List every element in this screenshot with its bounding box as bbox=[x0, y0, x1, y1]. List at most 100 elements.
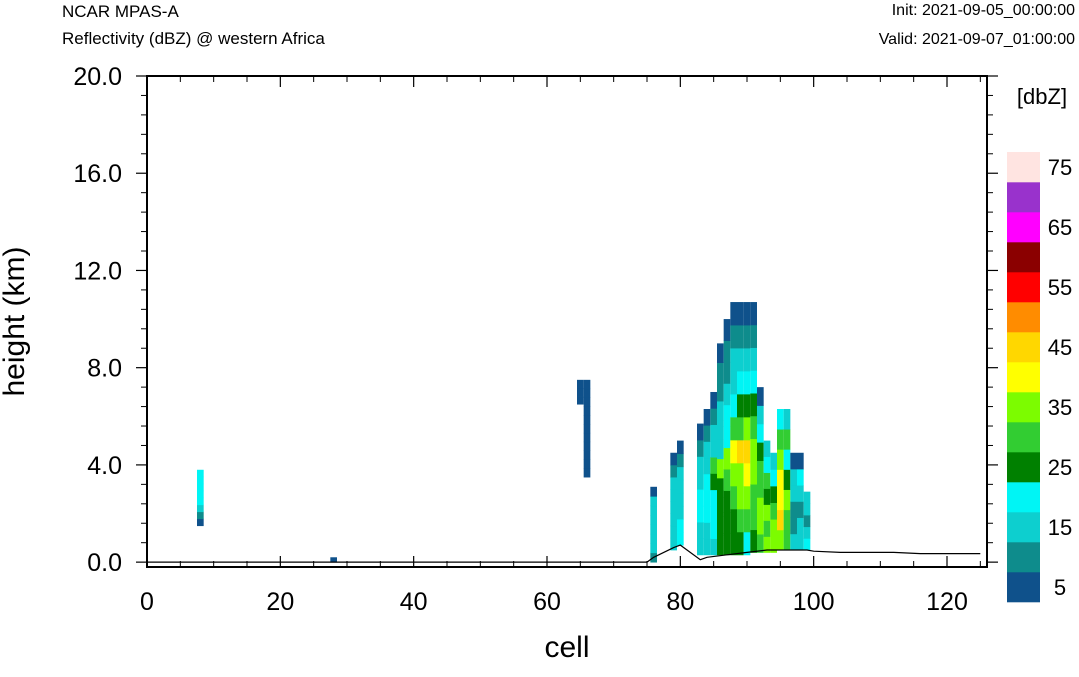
y-tick-label: 8.0 bbox=[87, 355, 122, 383]
reflectivity-cell bbox=[797, 501, 804, 518]
reflectivity-cell bbox=[783, 449, 791, 470]
reflectivity-cell bbox=[797, 452, 804, 470]
reflectivity-cell bbox=[737, 348, 744, 372]
reflectivity-cell bbox=[697, 489, 704, 507]
reflectivity-cell bbox=[650, 505, 657, 516]
reflectivity-cell bbox=[710, 424, 717, 442]
reflectivity-cell bbox=[737, 462, 744, 487]
reflectivity-cell bbox=[717, 497, 724, 517]
x-tick-label: 80 bbox=[666, 588, 694, 616]
reflectivity-cell bbox=[197, 469, 204, 478]
colorbar-swatch bbox=[1007, 182, 1040, 213]
colorbar-swatch bbox=[1007, 272, 1040, 303]
reflectivity-cell bbox=[770, 469, 777, 487]
reflectivity-cell bbox=[710, 473, 717, 491]
reflectivity-cell bbox=[777, 429, 784, 450]
reflectivity-cell bbox=[723, 469, 731, 491]
reflectivity-cell bbox=[757, 460, 764, 480]
reflectivity-cell bbox=[737, 439, 744, 464]
reflectivity-cell bbox=[723, 511, 731, 534]
reflectivity-cell bbox=[583, 459, 591, 469]
reflectivity-cell bbox=[650, 515, 657, 525]
reflectivity-cell bbox=[677, 479, 684, 494]
reflectivity-cell bbox=[803, 514, 811, 528]
reflectivity-cell bbox=[797, 517, 804, 535]
colorbar-swatch bbox=[1007, 392, 1040, 423]
colorbar-swatch bbox=[1007, 542, 1040, 573]
reflectivity-cell bbox=[763, 488, 771, 505]
x-tick-label: 100 bbox=[793, 588, 835, 616]
reflectivity-cell bbox=[583, 441, 591, 451]
reflectivity-cell bbox=[750, 415, 757, 440]
x-tick-label: 40 bbox=[400, 588, 428, 616]
reflectivity-cell bbox=[710, 505, 717, 523]
reflectivity-cell bbox=[577, 379, 584, 389]
reflectivity-cell bbox=[737, 485, 744, 510]
reflectivity-cell bbox=[703, 490, 711, 507]
reflectivity-cell bbox=[703, 473, 711, 491]
reflectivity-cell bbox=[750, 302, 757, 326]
reflectivity-cell bbox=[577, 396, 584, 405]
colorbar-swatch bbox=[1007, 152, 1040, 183]
reflectivity-cell bbox=[803, 538, 811, 551]
reflectivity-cell bbox=[197, 476, 204, 485]
reflectivity-cell bbox=[730, 416, 737, 441]
reflectivity-cell bbox=[730, 439, 737, 464]
reflectivity-cell bbox=[710, 457, 717, 474]
reflectivity-cell bbox=[197, 483, 204, 492]
reflectivity-cell bbox=[783, 469, 791, 490]
reflectivity-cell bbox=[670, 525, 677, 539]
reflectivity-cell bbox=[770, 502, 777, 520]
reflectivity-cell bbox=[717, 420, 724, 440]
x-axis-title: cell bbox=[544, 631, 589, 664]
reflectivity-cell bbox=[730, 393, 737, 418]
y-tick-label: 0.0 bbox=[87, 549, 122, 577]
reflectivity-cell bbox=[583, 432, 591, 443]
reflectivity-cell bbox=[197, 504, 204, 513]
reflectivity-cell bbox=[743, 302, 751, 326]
reflectivity-cell bbox=[750, 347, 757, 371]
reflectivity-cell bbox=[750, 461, 757, 485]
reflectivity-cell bbox=[710, 489, 717, 507]
reflectivity-cell bbox=[723, 319, 731, 341]
reflectivity-cell bbox=[803, 526, 811, 539]
x-tick-label: 120 bbox=[926, 588, 968, 616]
reflectivity-cell bbox=[677, 466, 684, 481]
reflectivity-cell bbox=[783, 409, 791, 430]
chart-subtitle: Reflectivity (dBZ) @ western Africa bbox=[62, 29, 325, 48]
reflectivity-cell bbox=[723, 404, 731, 427]
reflectivity-cell bbox=[670, 464, 677, 478]
reflectivity-cell bbox=[777, 509, 784, 531]
reflectivity-cell bbox=[197, 497, 204, 506]
colorbar-swatch bbox=[1007, 572, 1040, 603]
reflectivity-cell bbox=[737, 508, 744, 533]
reflectivity-cell bbox=[743, 439, 751, 464]
reflectivity-cell bbox=[743, 485, 751, 510]
reflectivity-cell bbox=[717, 401, 724, 421]
reflectivity-cell bbox=[723, 340, 731, 363]
terrain-path bbox=[147, 544, 981, 563]
reflectivity-cell bbox=[710, 538, 717, 556]
reflectivity-cell bbox=[770, 519, 777, 537]
reflectivity-cell bbox=[677, 518, 684, 533]
x-tick-label: 60 bbox=[533, 588, 561, 616]
reflectivity-cell bbox=[790, 533, 797, 551]
y-tick-label: 16.0 bbox=[73, 160, 122, 188]
reflectivity-cell bbox=[770, 535, 777, 553]
reflectivity-cell bbox=[750, 506, 757, 531]
reflectivity-cell bbox=[777, 489, 784, 511]
plot-frame bbox=[146, 75, 988, 568]
reflectivity-cell bbox=[717, 439, 724, 460]
y-tick-label: 4.0 bbox=[87, 452, 122, 480]
reflectivity-cell bbox=[770, 452, 777, 470]
reflectivity-cell bbox=[783, 509, 791, 531]
reflectivity-cell bbox=[717, 362, 724, 383]
reflectivity-cell bbox=[703, 409, 711, 426]
reflectivity-cell bbox=[763, 472, 771, 489]
reflectivity-cell bbox=[697, 505, 704, 523]
reflectivity-cell bbox=[743, 508, 751, 533]
reflectivity-cell bbox=[583, 424, 591, 434]
reflectivity-cell bbox=[750, 393, 757, 417]
reflectivity-cell bbox=[717, 381, 724, 402]
